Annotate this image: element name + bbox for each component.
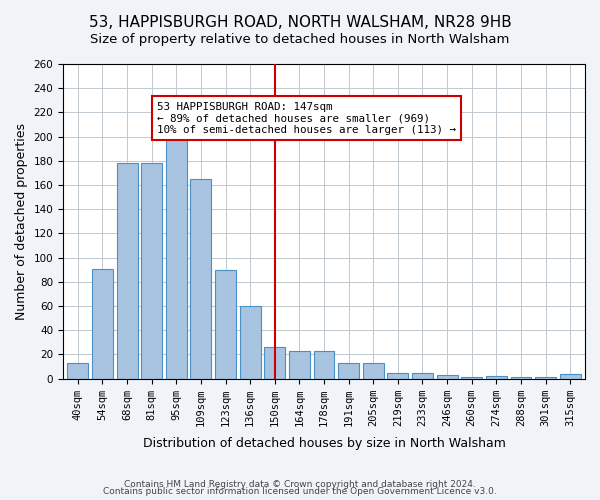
Text: Contains public sector information licensed under the Open Government Licence v3: Contains public sector information licen…	[103, 487, 497, 496]
Bar	[314, 351, 334, 378]
Bar	[388, 372, 409, 378]
Bar	[437, 375, 458, 378]
Bar	[141, 163, 162, 378]
Text: 53 HAPPISBURGH ROAD: 147sqm
← 89% of detached houses are smaller (969)
10% of se: 53 HAPPISBURGH ROAD: 147sqm ← 89% of det…	[157, 102, 456, 135]
Bar	[215, 270, 236, 378]
Bar	[486, 376, 507, 378]
Bar	[190, 179, 211, 378]
Bar	[412, 372, 433, 378]
Bar	[67, 363, 88, 378]
Text: Contains HM Land Registry data © Crown copyright and database right 2024.: Contains HM Land Registry data © Crown c…	[124, 480, 476, 489]
Bar	[363, 363, 384, 378]
Bar	[265, 347, 285, 378]
Text: 53, HAPPISBURGH ROAD, NORTH WALSHAM, NR28 9HB: 53, HAPPISBURGH ROAD, NORTH WALSHAM, NR2…	[89, 15, 511, 30]
Text: Size of property relative to detached houses in North Walsham: Size of property relative to detached ho…	[91, 32, 509, 46]
Bar	[560, 374, 581, 378]
Bar	[116, 163, 137, 378]
Bar	[166, 127, 187, 378]
X-axis label: Distribution of detached houses by size in North Walsham: Distribution of detached houses by size …	[143, 437, 505, 450]
Bar	[92, 268, 113, 378]
Bar	[289, 351, 310, 378]
Bar	[338, 363, 359, 378]
Y-axis label: Number of detached properties: Number of detached properties	[15, 123, 28, 320]
Bar	[239, 306, 260, 378]
